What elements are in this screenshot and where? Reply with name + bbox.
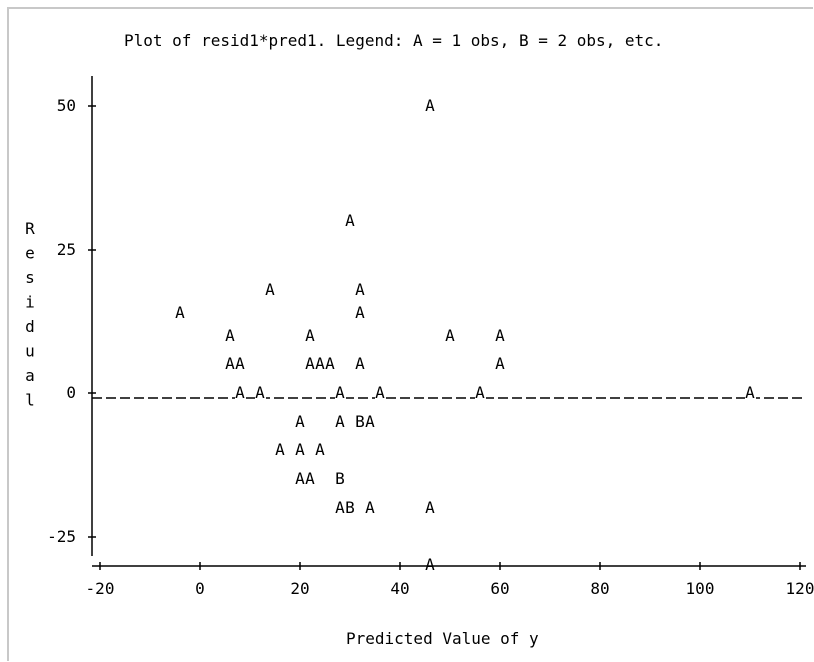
data-point: A — [225, 354, 235, 373]
data-point: A — [745, 383, 755, 402]
data-point: B — [355, 412, 365, 431]
y-axis-label-letter: i — [25, 293, 35, 312]
data-point: A — [495, 354, 505, 373]
marker-knockout — [375, 385, 386, 401]
marker-knockout — [475, 385, 486, 401]
data-point: A — [355, 303, 365, 322]
data-point: A — [495, 326, 505, 345]
data-point: A — [335, 412, 345, 431]
data-point: A — [425, 555, 435, 574]
x-tick-label: 20 — [290, 579, 309, 598]
data-point: A — [365, 412, 375, 431]
marker-knockout — [255, 385, 266, 401]
data-point: A — [295, 440, 305, 459]
data-point: A — [475, 383, 485, 402]
data-point: A — [275, 440, 285, 459]
data-point: A — [355, 354, 365, 373]
x-tick-label: 40 — [390, 579, 409, 598]
data-point: A — [255, 383, 265, 402]
y-axis-label-letter: a — [25, 366, 35, 385]
data-point: A — [315, 440, 325, 459]
y-axis-label-letter: R — [25, 219, 35, 238]
marker-knockout — [235, 385, 246, 401]
y-tick-label: 50 — [57, 96, 76, 115]
data-point: A — [425, 498, 435, 517]
y-tick-label: 0 — [66, 383, 76, 402]
data-point: A — [235, 354, 245, 373]
marker-knockout — [335, 385, 346, 401]
y-tick-label: -25 — [47, 527, 76, 546]
axes: 50 25 0 -25 -20 0 20 40 60 80 100 120 — [47, 76, 814, 598]
chart-title: Plot of resid1*pred1. Legend: A = 1 obs,… — [124, 31, 663, 50]
data-point: A — [345, 211, 355, 230]
data-point: A — [445, 326, 455, 345]
y-axis-label-letter: u — [25, 342, 35, 361]
data-point: A — [175, 303, 185, 322]
x-tick-label: -20 — [86, 579, 115, 598]
x-tick-label: 100 — [686, 579, 715, 598]
data-point: A — [295, 469, 305, 488]
y-axis-label-letter: e — [25, 244, 35, 263]
y-axis-label-letter: l — [25, 391, 35, 410]
data-point: A — [225, 326, 235, 345]
y-axis-label-letter: d — [25, 317, 35, 336]
data-points: AAA AA AA A A AA A A A A A AA A A A A AA A B AA A AA A BA B A AA — [175, 96, 756, 574]
data-point: A — [335, 498, 345, 517]
x-tick-label: 0 — [195, 579, 205, 598]
data-point: A — [295, 412, 305, 431]
data-point: A — [375, 383, 385, 402]
data-point: B — [335, 469, 345, 488]
plot-frame — [7, 7, 813, 661]
data-point: A — [335, 383, 345, 402]
data-point: A — [305, 354, 315, 373]
data-point: A — [305, 469, 315, 488]
data-point: A — [315, 354, 325, 373]
x-tick-label: 60 — [490, 579, 509, 598]
x-axis-label: Predicted Value of y — [346, 629, 539, 648]
data-point: A — [265, 280, 275, 299]
x-tick-label: 80 — [590, 579, 609, 598]
y-axis-label-letter: s — [25, 268, 35, 287]
marker-knockout — [745, 385, 756, 401]
data-point: A — [235, 383, 245, 402]
data-point: A — [365, 498, 375, 517]
data-point: A — [325, 354, 335, 373]
x-tick-label: 120 — [786, 579, 814, 598]
data-point: A — [305, 326, 315, 345]
data-point: A — [425, 96, 435, 115]
data-point: B — [345, 498, 355, 517]
y-tick-label: 25 — [57, 240, 76, 259]
data-point: A — [355, 280, 365, 299]
